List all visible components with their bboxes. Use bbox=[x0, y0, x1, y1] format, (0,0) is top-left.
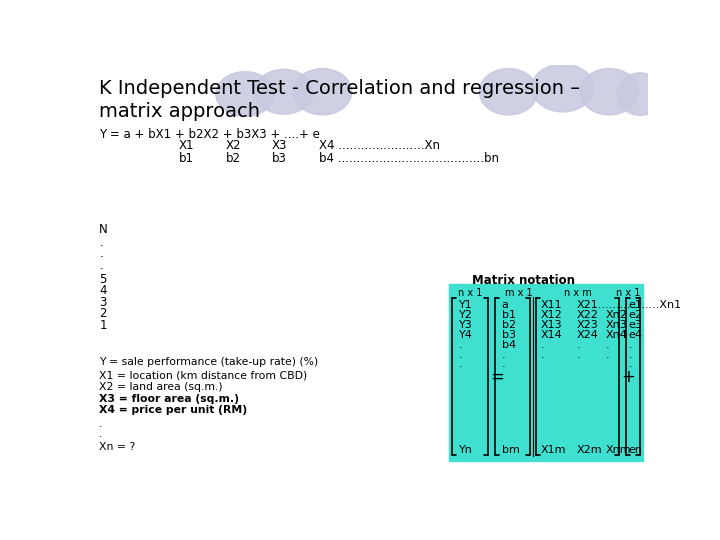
Text: X13: X13 bbox=[541, 320, 562, 329]
Text: 1: 1 bbox=[99, 319, 107, 332]
Text: .: . bbox=[606, 340, 609, 350]
Text: Yn: Yn bbox=[459, 445, 473, 455]
Text: n x 1: n x 1 bbox=[616, 288, 641, 298]
Ellipse shape bbox=[255, 70, 312, 114]
Text: .: . bbox=[629, 359, 632, 369]
Text: X2 = land area (sq.m.): X2 = land area (sq.m.) bbox=[99, 382, 223, 392]
Text: a: a bbox=[502, 300, 508, 309]
Text: 4: 4 bbox=[99, 284, 107, 297]
Text: Y4: Y4 bbox=[459, 330, 473, 340]
FancyBboxPatch shape bbox=[449, 284, 642, 461]
Text: b1: b1 bbox=[179, 152, 194, 165]
Text: b1: b1 bbox=[502, 309, 516, 320]
Text: Y1: Y1 bbox=[459, 300, 472, 309]
Text: .: . bbox=[577, 350, 580, 360]
Text: bm: bm bbox=[502, 445, 519, 455]
Text: .: . bbox=[541, 350, 544, 360]
Text: Xn4: Xn4 bbox=[606, 330, 627, 340]
Text: en: en bbox=[629, 445, 643, 455]
Text: =: = bbox=[490, 368, 504, 386]
Text: b3: b3 bbox=[272, 152, 287, 165]
Text: Xn2: Xn2 bbox=[606, 309, 627, 320]
Text: X23: X23 bbox=[577, 320, 598, 329]
Text: X11: X11 bbox=[541, 300, 562, 309]
Text: .: . bbox=[99, 259, 103, 272]
Text: b4 .......................................bn: b4 .....................................… bbox=[319, 152, 499, 165]
Text: Xn3: Xn3 bbox=[606, 320, 627, 329]
Text: .: . bbox=[502, 359, 505, 369]
Text: X24: X24 bbox=[577, 330, 598, 340]
Text: .: . bbox=[99, 236, 103, 249]
Text: .: . bbox=[99, 419, 103, 429]
Text: e2: e2 bbox=[629, 309, 643, 320]
Text: .: . bbox=[99, 429, 103, 439]
Text: .: . bbox=[502, 350, 505, 360]
Text: n x m: n x m bbox=[564, 288, 592, 298]
Text: .: . bbox=[541, 340, 544, 350]
Text: X3 = floor area (sq.m.): X3 = floor area (sq.m.) bbox=[99, 394, 239, 403]
Text: X4 .......................Xn: X4 .......................Xn bbox=[319, 139, 440, 152]
Text: Matrix notation: Matrix notation bbox=[472, 274, 575, 287]
Text: .: . bbox=[459, 359, 462, 369]
Text: X3: X3 bbox=[272, 139, 287, 152]
Text: +: + bbox=[621, 368, 635, 386]
Text: Y2: Y2 bbox=[459, 309, 473, 320]
Text: e3: e3 bbox=[629, 320, 642, 329]
Text: .: . bbox=[99, 247, 103, 260]
Text: Y = sale performance (take-up rate) (%): Y = sale performance (take-up rate) (%) bbox=[99, 357, 318, 367]
Text: .: . bbox=[577, 340, 580, 350]
Text: X14: X14 bbox=[541, 330, 563, 340]
Text: 3: 3 bbox=[99, 296, 107, 309]
Ellipse shape bbox=[294, 69, 351, 115]
Text: .: . bbox=[459, 340, 462, 350]
Ellipse shape bbox=[216, 72, 274, 117]
Text: .: . bbox=[606, 350, 609, 360]
Text: Xn = ?: Xn = ? bbox=[99, 442, 135, 452]
Text: X2m: X2m bbox=[577, 445, 603, 455]
Text: X21.................Xn1: X21.................Xn1 bbox=[577, 300, 682, 309]
Text: .: . bbox=[629, 350, 632, 360]
Text: n x 1: n x 1 bbox=[458, 288, 482, 298]
Text: matrix approach: matrix approach bbox=[99, 102, 261, 121]
Text: e1: e1 bbox=[629, 300, 642, 309]
Text: Xnm: Xnm bbox=[606, 445, 631, 455]
Text: b4: b4 bbox=[502, 340, 516, 350]
Text: X2: X2 bbox=[225, 139, 241, 152]
Text: X1: X1 bbox=[179, 139, 194, 152]
Ellipse shape bbox=[532, 64, 594, 112]
Text: K Independent Test - Correlation and regression –: K Independent Test - Correlation and reg… bbox=[99, 79, 580, 98]
Ellipse shape bbox=[580, 69, 639, 115]
Text: X12: X12 bbox=[541, 309, 563, 320]
Text: X22: X22 bbox=[577, 309, 598, 320]
Text: X1m: X1m bbox=[541, 445, 567, 455]
Text: e4: e4 bbox=[629, 330, 643, 340]
Text: X4 = price per unit (RM): X4 = price per unit (RM) bbox=[99, 405, 248, 415]
Text: .: . bbox=[629, 340, 632, 350]
Text: X1 = location (km distance from CBD): X1 = location (km distance from CBD) bbox=[99, 370, 307, 381]
Text: 5: 5 bbox=[99, 273, 107, 286]
Text: b2: b2 bbox=[225, 152, 240, 165]
Text: 2: 2 bbox=[99, 307, 107, 320]
Text: b3: b3 bbox=[502, 330, 516, 340]
Text: b2: b2 bbox=[502, 320, 516, 329]
Text: .: . bbox=[459, 350, 462, 360]
Ellipse shape bbox=[480, 69, 538, 115]
Text: N: N bbox=[99, 222, 108, 235]
Text: Y3: Y3 bbox=[459, 320, 472, 329]
Text: Y = a + bX1 + b2X2 + b3X3 + ....+ e: Y = a + bX1 + b2X2 + b3X3 + ....+ e bbox=[99, 128, 320, 141]
Ellipse shape bbox=[617, 73, 664, 115]
Text: m x 1: m x 1 bbox=[505, 288, 532, 298]
